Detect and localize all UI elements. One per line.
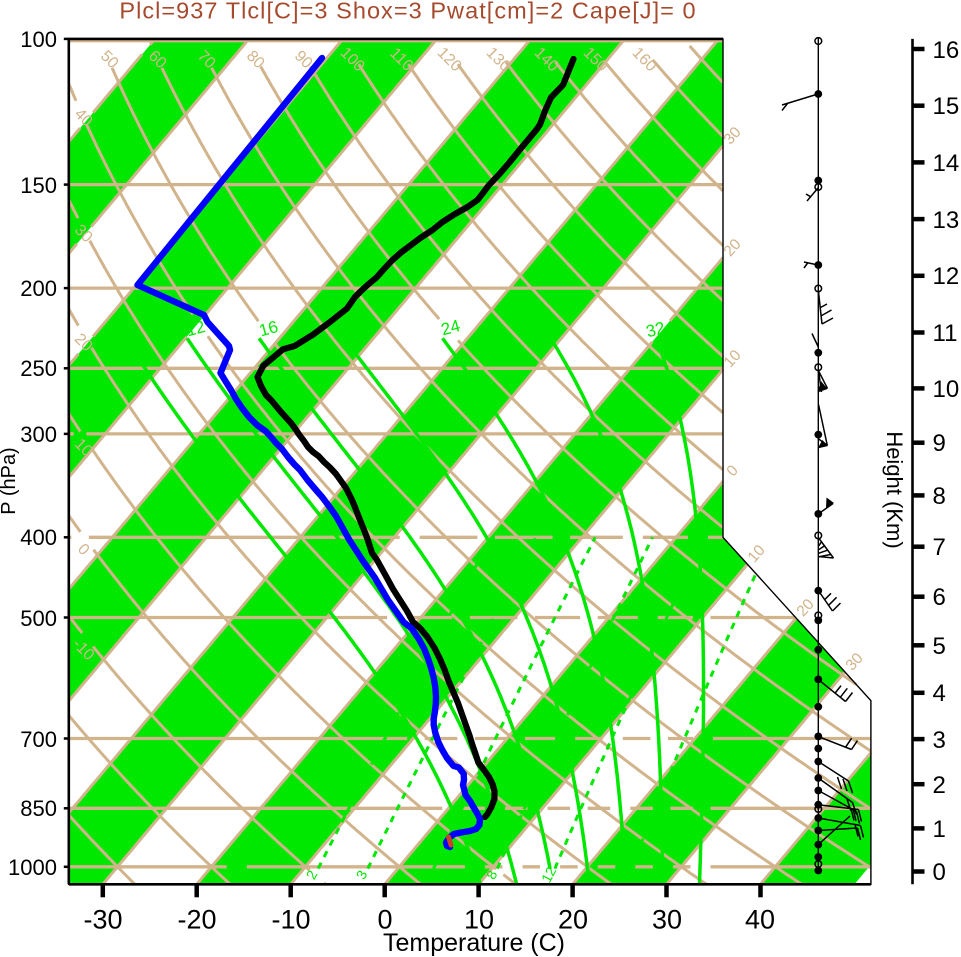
svg-text:20: 20 bbox=[558, 905, 588, 935]
svg-text:0: 0 bbox=[377, 905, 392, 935]
svg-text:9: 9 bbox=[933, 430, 946, 457]
svg-text:1: 1 bbox=[933, 816, 946, 843]
svg-text:-10: -10 bbox=[271, 905, 310, 935]
svg-text:2: 2 bbox=[933, 772, 946, 799]
svg-text:16: 16 bbox=[257, 317, 280, 340]
svg-text:11: 11 bbox=[933, 320, 958, 347]
svg-text:100: 100 bbox=[20, 27, 57, 52]
svg-text:7: 7 bbox=[933, 534, 946, 561]
svg-text:13: 13 bbox=[933, 207, 960, 234]
svg-text:12: 12 bbox=[933, 263, 960, 290]
svg-text:40: 40 bbox=[745, 905, 775, 935]
svg-text:4: 4 bbox=[933, 680, 946, 707]
svg-text:Temperature (C): Temperature (C) bbox=[383, 929, 565, 957]
svg-text:150: 150 bbox=[20, 173, 57, 198]
svg-text:30: 30 bbox=[652, 905, 682, 935]
svg-text:300: 300 bbox=[20, 422, 57, 447]
svg-text:250: 250 bbox=[20, 356, 57, 381]
svg-text:24: 24 bbox=[439, 316, 462, 339]
svg-text:Plcl=937 Tlcl[C]=3 Shox=3 Pwat: Plcl=937 Tlcl[C]=3 Shox=3 Pwat[cm]=2 Cap… bbox=[119, 0, 696, 24]
svg-text:10: 10 bbox=[933, 376, 960, 403]
svg-text:-30: -30 bbox=[83, 905, 122, 935]
svg-text:3: 3 bbox=[933, 727, 946, 754]
svg-text:32: 32 bbox=[644, 318, 667, 341]
svg-text:Height (Km): Height (Km) bbox=[882, 431, 907, 548]
svg-text:12: 12 bbox=[184, 317, 207, 340]
svg-text:700: 700 bbox=[20, 727, 57, 752]
svg-text:-20: -20 bbox=[177, 905, 216, 935]
svg-text:15: 15 bbox=[933, 93, 960, 120]
svg-text:5: 5 bbox=[933, 633, 946, 660]
svg-text:20: 20 bbox=[614, 864, 636, 885]
svg-text:400: 400 bbox=[20, 525, 57, 550]
svg-text:P (hPa): P (hPa) bbox=[0, 447, 20, 514]
svg-text:500: 500 bbox=[20, 606, 57, 631]
svg-text:12: 12 bbox=[538, 864, 560, 885]
svg-text:850: 850 bbox=[20, 796, 57, 821]
svg-text:0: 0 bbox=[933, 859, 946, 886]
svg-text:8: 8 bbox=[933, 483, 946, 510]
svg-text:200: 200 bbox=[20, 276, 57, 301]
svg-text:16: 16 bbox=[933, 37, 960, 64]
svg-text:14: 14 bbox=[933, 150, 960, 177]
svg-text:6: 6 bbox=[933, 584, 946, 611]
svg-text:1000: 1000 bbox=[8, 855, 57, 880]
svg-text:10: 10 bbox=[464, 905, 494, 935]
